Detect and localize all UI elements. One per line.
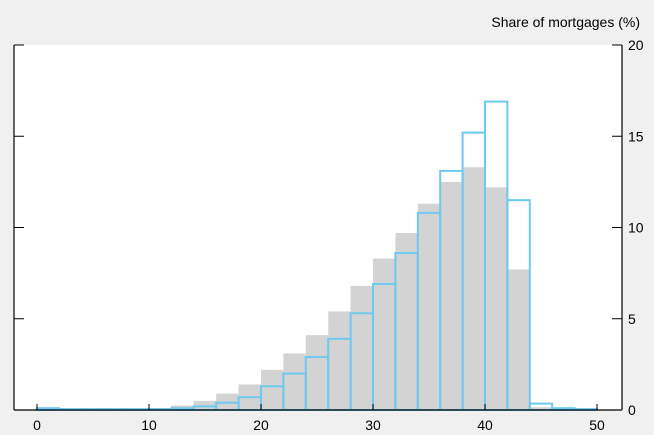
y-axis-title: Share of mortgages (%) [491,14,640,30]
filled-bar-40 [485,187,508,410]
axes [13,44,623,411]
y-tick-label-5: 5 [628,311,636,327]
filled-bar-22 [283,353,306,410]
x-tick-label-10: 10 [141,417,157,433]
x-tick-label-0: 0 [33,417,41,433]
filled-bar-44 [529,407,553,410]
filled-bar-20 [261,369,284,410]
filled-bar-30 [373,258,396,410]
y-tick-label-10: 10 [628,220,644,236]
x-tick-label-40: 40 [477,417,493,433]
x-tick-label-20: 20 [253,417,269,433]
filled-bar-34 [417,203,441,410]
filled-bar-36 [440,181,463,411]
tick-labels: 0 10 20 30 40 50 0 5 10 15 20 [33,37,644,433]
x-tick-label-30: 30 [365,417,381,433]
y-tick-label-0: 0 [628,402,636,418]
filled-bar-38 [462,167,485,410]
filled-bar-42 [507,269,530,410]
filled-bar-28 [350,285,373,410]
filled-bar-26 [328,311,351,410]
x-tick-label-50: 50 [589,417,605,433]
y-tick-label-15: 15 [628,128,644,144]
filled-bars [37,167,597,411]
filled-bar-24 [305,335,329,410]
y-tick-label-20: 20 [628,37,644,53]
filled-bar-32 [395,232,418,410]
